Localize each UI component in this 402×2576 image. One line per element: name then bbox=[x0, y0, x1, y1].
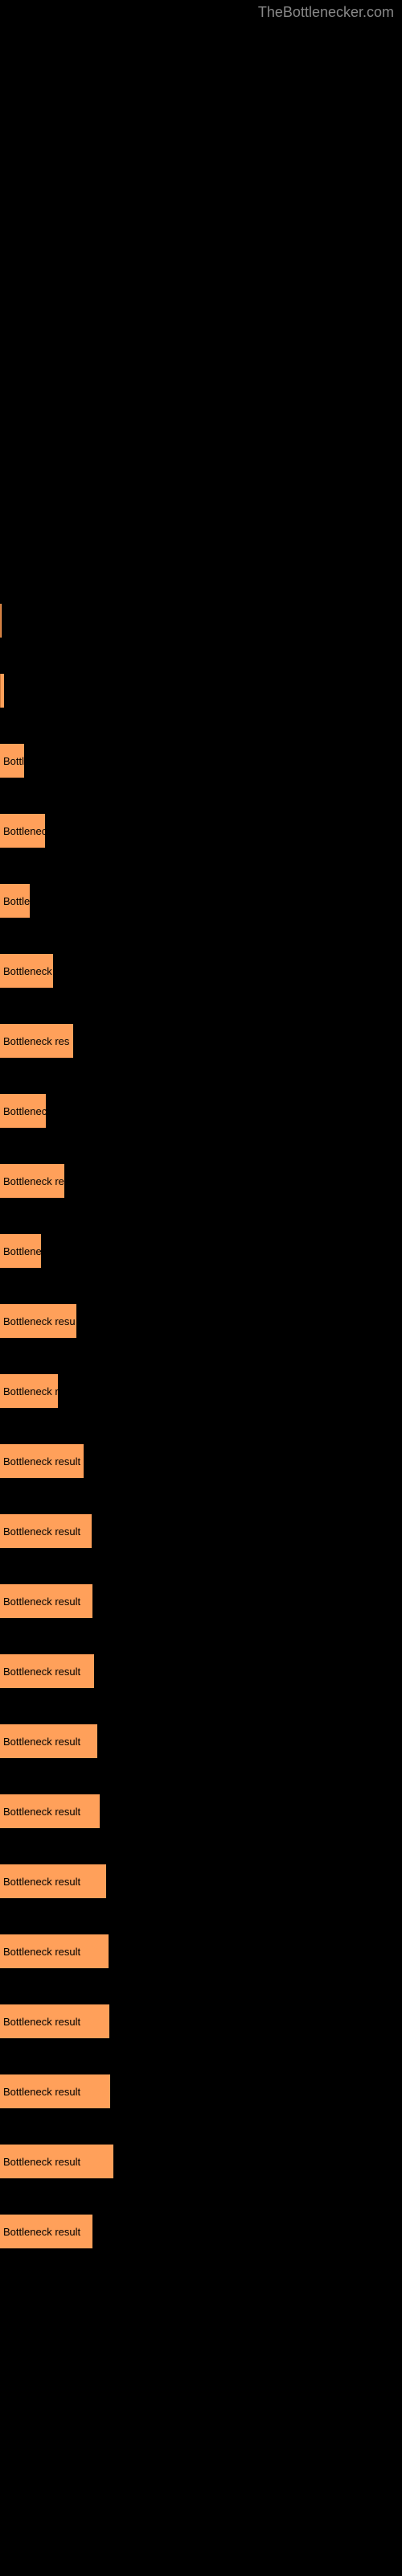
bar-label: Bottleneck r bbox=[3, 965, 53, 977]
bar-row bbox=[0, 674, 402, 708]
bar-label: Bottleneck bbox=[3, 825, 45, 837]
bar-label: Bottleneck bbox=[3, 1105, 46, 1117]
bar-row: Bottleneck result bbox=[0, 1864, 402, 1898]
result-bar: Bottleneck result bbox=[0, 1654, 94, 1688]
result-bar: Bottleneck res bbox=[0, 1024, 73, 1058]
result-bar: Bottleneck result bbox=[0, 1514, 92, 1548]
bar-label: Bottleneck result bbox=[3, 2156, 80, 2168]
result-bar: Bottleneck result bbox=[0, 1444, 84, 1478]
result-bar: Bottleneck result bbox=[0, 1864, 106, 1898]
result-bar: Bottleneck result bbox=[0, 1584, 92, 1618]
bar-row: Bottleneck r bbox=[0, 954, 402, 988]
result-bar: Bottler bbox=[0, 884, 30, 918]
bar-chart: Bottl Bottleneck Bottler Bottleneck r Bottle… bbox=[0, 0, 402, 2248]
bar-label: Bottleneck result bbox=[3, 1455, 80, 1468]
result-bar: Bottleneck resu bbox=[0, 1304, 76, 1338]
bar-row: Bottleneck result bbox=[0, 2145, 402, 2178]
bar-label: Bottleneck resu bbox=[3, 1315, 76, 1327]
bar-row: Bottleneck bbox=[0, 814, 402, 848]
bar-label: Bottleneck result bbox=[3, 1876, 80, 1888]
result-bar: Bottleneck bbox=[0, 814, 45, 848]
bar-row: Bottleneck result bbox=[0, 1794, 402, 1828]
bar-row: Bottl bbox=[0, 744, 402, 778]
bar-row: Bottleneck result bbox=[0, 1654, 402, 1688]
bar-row: Bottleneck result bbox=[0, 1584, 402, 1618]
bar-row: Bottleneck result bbox=[0, 1444, 402, 1478]
bar-label: Bottleneck result bbox=[3, 1666, 80, 1678]
bar-row: Bottleneck resu bbox=[0, 1304, 402, 1338]
bar-row: Bottlenec bbox=[0, 1234, 402, 1268]
bar-label: Bottleneck result bbox=[3, 1596, 80, 1608]
bar-row: Bottleneck result bbox=[0, 1514, 402, 1548]
bar-row bbox=[0, 604, 402, 638]
bar-row: Bottleneck result bbox=[0, 2074, 402, 2108]
bar-label: Bottleneck r bbox=[3, 1385, 58, 1397]
bar-label: Bottler bbox=[3, 895, 30, 907]
result-bar bbox=[0, 674, 4, 708]
bar-row: Bottleneck result bbox=[0, 1934, 402, 1968]
result-bar: Bottleneck result bbox=[0, 1934, 109, 1968]
bar-label: Bottleneck result bbox=[3, 2226, 80, 2238]
result-bar: Bottleneck result bbox=[0, 1794, 100, 1828]
bar-row: Bottleneck result bbox=[0, 2215, 402, 2248]
bar-row: Bottleneck result bbox=[0, 1724, 402, 1758]
result-bar: Bottleneck result bbox=[0, 1724, 97, 1758]
result-bar bbox=[0, 604, 2, 638]
bar-row: Bottleneck r bbox=[0, 1374, 402, 1408]
bar-label: Bottl bbox=[3, 755, 24, 767]
bar-row: Bottleneck bbox=[0, 1094, 402, 1128]
bar-row: Bottleneck res bbox=[0, 1024, 402, 1058]
result-bar: Bottleneck re bbox=[0, 1164, 64, 1198]
result-bar: Bottl bbox=[0, 744, 24, 778]
bar-label: Bottleneck result bbox=[3, 2086, 80, 2098]
result-bar: Bottleneck r bbox=[0, 954, 53, 988]
bar-label: Bottleneck result bbox=[3, 1525, 80, 1538]
result-bar: Bottleneck result bbox=[0, 2004, 109, 2038]
bar-label: Bottleneck res bbox=[3, 1035, 69, 1047]
result-bar: Bottleneck bbox=[0, 1094, 46, 1128]
bar-row: Bottleneck result bbox=[0, 2004, 402, 2038]
bar-label: Bottleneck result bbox=[3, 1946, 80, 1958]
result-bar: Bottleneck result bbox=[0, 2215, 92, 2248]
bar-row: Bottler bbox=[0, 884, 402, 918]
bar-label: Bottleneck result bbox=[3, 1736, 80, 1748]
bar-label: Bottleneck result bbox=[3, 1806, 80, 1818]
result-bar: Bottleneck result bbox=[0, 2074, 110, 2108]
bar-label: Bottleneck re bbox=[3, 1175, 64, 1187]
bar-row: Bottleneck re bbox=[0, 1164, 402, 1198]
result-bar: Bottleneck r bbox=[0, 1374, 58, 1408]
watermark-text: TheBottlenecker.com bbox=[258, 4, 394, 21]
bar-label: Bottlenec bbox=[3, 1245, 41, 1257]
result-bar: Bottlenec bbox=[0, 1234, 41, 1268]
result-bar: Bottleneck result bbox=[0, 2145, 113, 2178]
bar-label: Bottleneck result bbox=[3, 2016, 80, 2028]
